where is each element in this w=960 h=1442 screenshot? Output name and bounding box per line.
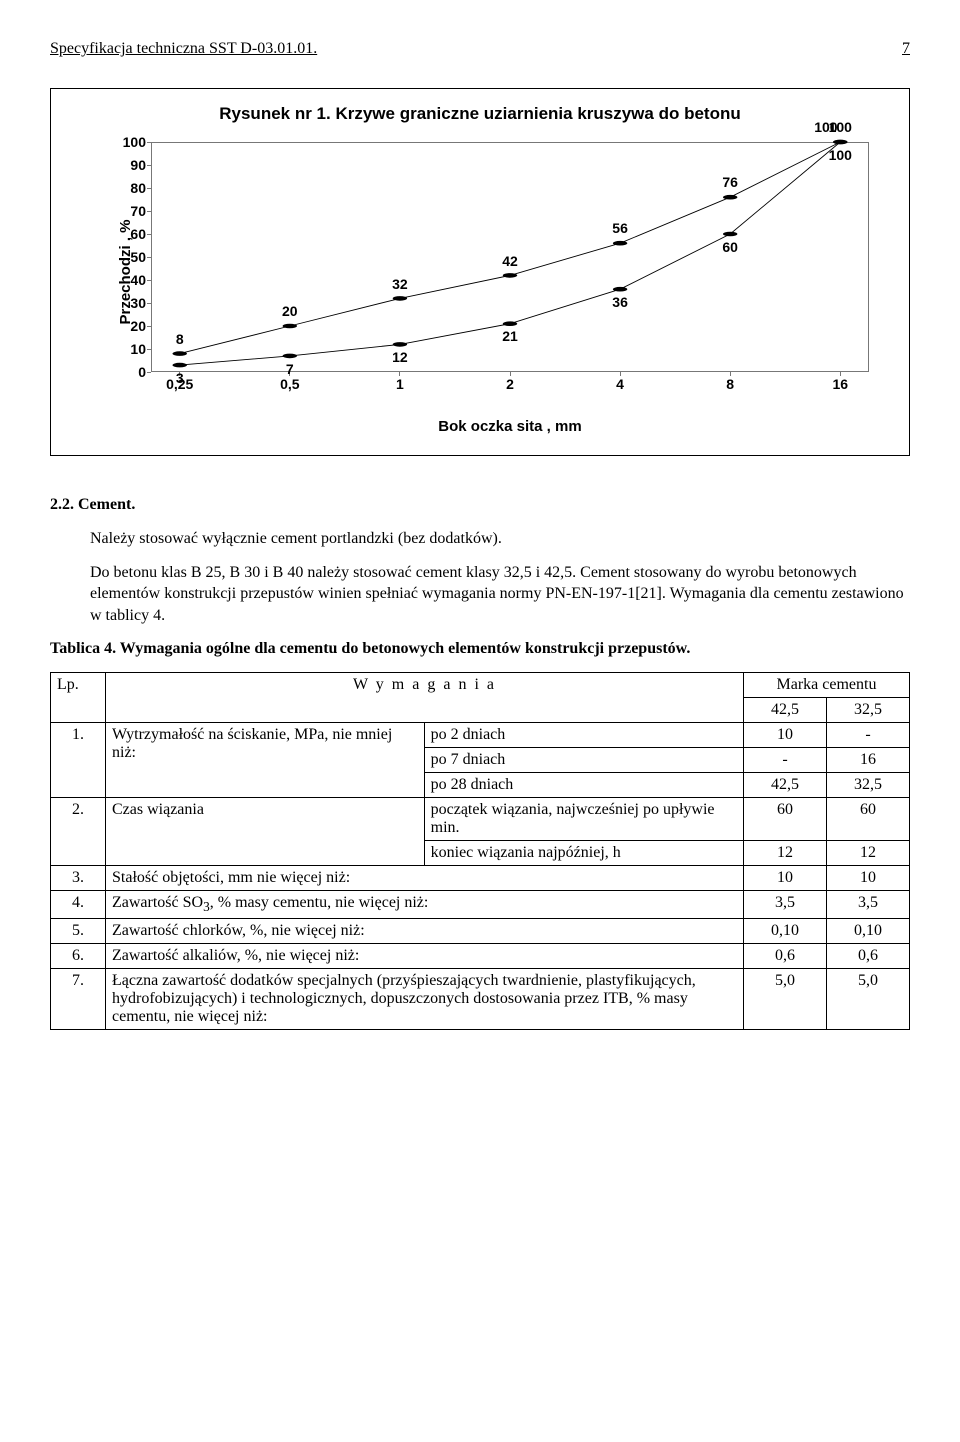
ytick-mark [147, 211, 151, 212]
ytick-mark [147, 142, 151, 143]
ytick-mark [147, 372, 151, 373]
point-label: 42 [502, 253, 518, 269]
ytick-label: 100 [123, 134, 146, 150]
header-page: 7 [902, 40, 910, 58]
xtick-label: 2 [506, 376, 514, 392]
ytick-mark [147, 234, 151, 235]
row-5: 5. Zawartość chlorków, %, nie więcej niż… [51, 919, 910, 944]
point-label: 7 [286, 361, 294, 377]
row-4-label: Zawartość SO3, % masy cementu, nie więce… [106, 890, 744, 918]
ytick-label: 30 [130, 295, 146, 311]
point-label: 32 [392, 276, 408, 292]
row-3: 3. Stałość objętości, mm nie więcej niż:… [51, 865, 910, 890]
point-label: 36 [612, 294, 628, 310]
paragraph-cement-1: Należy stosować wyłącznie cement portlan… [90, 528, 910, 550]
col-42-5: 42,5 [744, 697, 827, 722]
ytick-label: 80 [130, 180, 146, 196]
ytick-mark [147, 257, 151, 258]
ytick-label: 40 [130, 272, 146, 288]
section-2-2-heading: 2.2. Cement. [50, 496, 910, 514]
xtick-label: 0,5 [280, 376, 299, 392]
ytick-mark [147, 303, 151, 304]
point-label-100: 100 [814, 119, 837, 135]
row-1a: 1. Wytrzymałość na ściskanie, MPa, nie m… [51, 722, 910, 747]
xtick-label: 16 [832, 376, 848, 392]
xtick-label: 1 [396, 376, 404, 392]
col-lp: Lp. [51, 672, 106, 722]
ytick-label: 60 [130, 226, 146, 242]
chart-container: Rysunek nr 1. Krzywe graniczne uziarnien… [50, 88, 910, 456]
xtick-mark [510, 372, 511, 376]
ytick-label: 10 [130, 341, 146, 357]
ytick-label: 70 [130, 203, 146, 219]
ytick-label: 90 [130, 157, 146, 173]
ytick-label: 20 [130, 318, 146, 334]
point-label: 8 [176, 331, 184, 347]
ytick-label: 0 [138, 364, 146, 380]
col-marka: Marka cementu [744, 672, 910, 697]
xtick-label: 4 [616, 376, 624, 392]
page-header: Specyfikacja techniczna SST D-03.01.01. … [50, 40, 910, 58]
plot-area: 01020304050607080901000,250,512481682032… [151, 142, 869, 372]
col-32-5: 32,5 [827, 697, 910, 722]
xtick-mark [399, 372, 400, 376]
point-label: 76 [722, 174, 738, 190]
col-wym: W y m a g a n i a [106, 672, 744, 722]
row-6: 6. Zawartość alkaliów, %, nie więcej niż… [51, 944, 910, 969]
point-label: 56 [612, 220, 628, 236]
ytick-label: 50 [130, 249, 146, 265]
header-left: Specyfikacja techniczna SST D-03.01.01. [50, 40, 317, 58]
table-header-row-1: Lp. W y m a g a n i a Marka cementu [51, 672, 910, 697]
table-4: Lp. W y m a g a n i a Marka cementu 42,5… [50, 672, 910, 1030]
point-label: 100 [829, 147, 852, 163]
ytick-mark [147, 188, 151, 189]
ytick-mark [147, 326, 151, 327]
chart-title: Rysunek nr 1. Krzywe graniczne uziarnien… [71, 104, 889, 124]
point-label: 3 [176, 370, 184, 386]
point-label: 12 [392, 349, 408, 365]
ytick-mark [147, 280, 151, 281]
row-4: 4. Zawartość SO3, % masy cementu, nie wi… [51, 890, 910, 918]
xtick-label: 8 [726, 376, 734, 392]
x-axis-label: Bok oczka sita , mm [131, 418, 889, 435]
table-4-caption: Tablica 4. Wymagania ogólne dla cementu … [50, 638, 910, 660]
ytick-mark [147, 349, 151, 350]
xtick-mark [840, 372, 841, 376]
xtick-mark [730, 372, 731, 376]
xtick-mark [620, 372, 621, 376]
row-2a: 2. Czas wiązania początek wiązania, najw… [51, 797, 910, 840]
chart-area: Przechodzi , % 01020304050607080901000,2… [91, 132, 889, 412]
paragraph-cement-2: Do betonu klas B 25, B 30 i B 40 należy … [90, 562, 910, 627]
point-label: 60 [722, 239, 738, 255]
ytick-mark [147, 165, 151, 166]
row-7: 7. Łączna zawartość dodatków specjalnych… [51, 969, 910, 1030]
point-label: 20 [282, 303, 298, 319]
point-label: 21 [502, 328, 518, 344]
